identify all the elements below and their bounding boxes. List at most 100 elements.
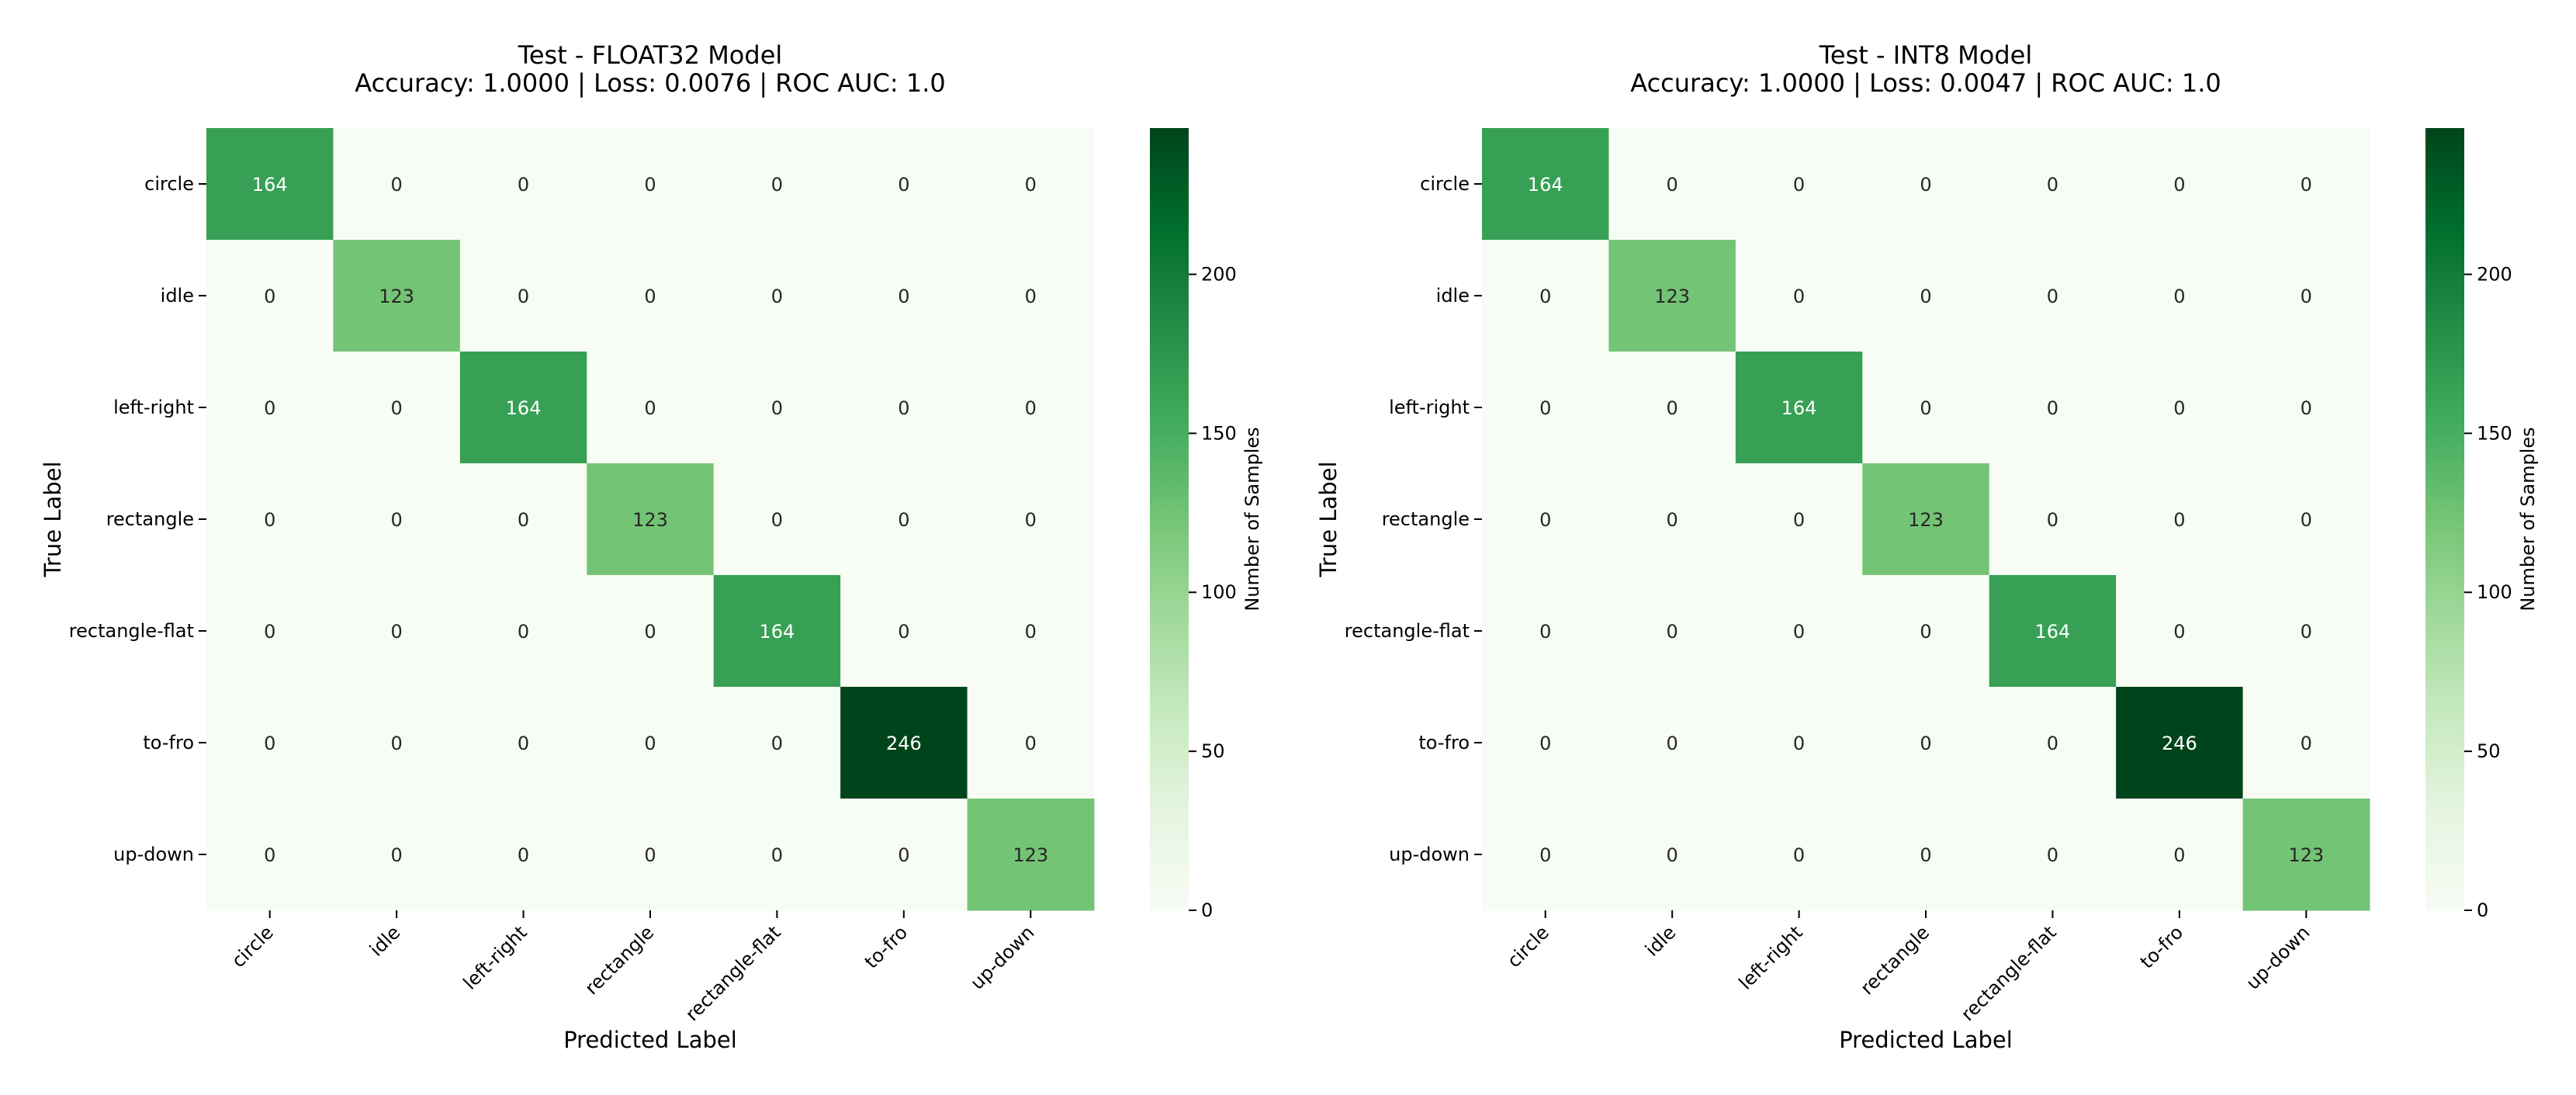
cell-value: 0 [1025,397,1037,419]
heatmap-cell [840,687,968,799]
cell-value: 123 [2288,844,2324,866]
heatmap-cell [967,463,1095,576]
heatmap-cell [1482,240,1609,352]
y-tick-label: idle [1436,285,1470,307]
heatmap-cell [713,687,841,799]
cell-value: 0 [1667,397,1678,419]
heatmap-cell [1862,352,1990,464]
x-axis-label: Predicted Label [1839,1027,2013,1053]
cell-value: 0 [1793,509,1805,531]
heatmap-cell [333,352,461,464]
heatmap-cell [1482,799,1609,911]
cell-value: 0 [898,286,909,307]
heatmap-cell [1608,128,1736,241]
heatmap-cell [333,575,461,688]
heatmap-cell [1989,799,2117,911]
heatmap-cell [840,128,968,241]
heatmap-cell [206,240,334,352]
heatmap-cell [206,799,334,911]
x-tick-label: idle [1641,921,1680,960]
heatmap-cell [459,352,587,464]
cell-value: 123 [1013,844,1048,866]
panel-float32: Test - FLOAT32 Model Accuracy: 1.0000 | … [40,40,1263,1053]
heatmap-cell [333,799,461,911]
heatmap-cell [1735,575,1863,688]
cell-value: 0 [898,397,909,419]
x-tick-label: rectangle [580,921,658,999]
heatmap-cell [1862,128,1990,241]
heatmap-cell [459,687,587,799]
y-axis-label: True Label [40,461,66,577]
colorbar-tick-label: 0 [2477,899,2488,921]
heatmap-float32: 164 0 0 0 0 0 0 0 123 0 0 0 0 0 0 0 164 0 0 0 0 0 0 0 123 0 0 0 0 0 0 0… [69,128,1095,1025]
cell-value: 0 [2047,286,2058,307]
cell-value: 0 [1025,733,1037,754]
cell-value: 0 [2173,844,2185,866]
cell-value: 0 [771,397,783,419]
heatmap-cell [2242,352,2370,464]
cell-value: 0 [2047,844,2058,866]
cell-value: 0 [898,621,909,643]
colorbar-tick-label: 150 [1201,422,1237,444]
heatmap-cell [459,799,587,911]
cell-value: 0 [264,733,275,754]
cell-value: 0 [264,397,275,419]
cell-value: 0 [2047,397,2058,419]
colorbar-int8: 0 50 100 150 200 [2425,128,2512,921]
heatmap-cell [1862,240,1990,352]
panel-title-line2: Accuracy: 1.0000 | Loss: 0.0076 | ROC AU… [355,68,945,98]
y-tick-label: left-right [1389,397,1470,418]
heatmap-cell [967,352,1095,464]
x-axis-label: Predicted Label [563,1027,737,1053]
panel-int8: Test - INT8 Model Accuracy: 1.0000 | Los… [1315,40,2539,1053]
cell-value: 0 [2301,286,2312,307]
cell-value: 0 [1539,286,1551,307]
cell-value: 0 [2173,286,2185,307]
heatmap-cell [333,128,461,241]
colorbar-tick-label: 100 [2477,581,2512,603]
y-tick-label: circle [144,173,194,195]
cell-value: 123 [1908,509,1944,531]
heatmap-cell [1989,687,2117,799]
colorbar-tick-label: 200 [2477,263,2512,285]
heatmap-cell [1735,687,1863,799]
colorbar-tick-label: 150 [2477,422,2512,444]
heatmap-cell [206,463,334,576]
cell-value: 0 [1920,397,1931,419]
cell-value: 0 [2173,509,2185,531]
panel-title-line1: Test - FLOAT32 Model [518,40,783,70]
heatmap-cell [587,687,715,799]
cell-value: 0 [2173,174,2185,196]
colorbar-float32: 0 50 100 150 200 [1150,128,1237,921]
heatmap-cell [1482,352,1609,464]
x-tick-label: rectangle-flat [681,921,785,1025]
cell-value: 0 [1793,286,1805,307]
cell-value: 0 [2301,733,2312,754]
cell-value: 246 [886,733,922,754]
heatmap-cell [587,799,715,911]
cell-value: 0 [1667,509,1678,531]
y-tick-label: up-down [1389,844,1470,865]
heatmap-cell [1482,463,1609,576]
heatmap-cell [1735,128,1863,241]
x-tick-label: circle [227,921,278,972]
cell-value: 0 [898,509,909,531]
heatmap-cell [587,240,715,352]
heatmap-cell [1862,799,1990,911]
heatmap-cell [840,463,968,576]
heatmap-cell [1735,240,1863,352]
cell-value: 0 [391,733,403,754]
x-tick-label: idle [365,921,404,960]
cell-value: 0 [898,174,909,196]
heatmap-cell [713,128,841,241]
cell-value: 0 [644,397,656,419]
heatmap-cell [1608,352,1736,464]
cell-value: 0 [1025,509,1037,531]
cell-value: 0 [264,509,275,531]
x-tick-label: to-fro [2136,921,2187,972]
y-tick-label: rectangle [106,508,194,530]
cell-value: 0 [1025,286,1037,307]
heatmap-cell [2242,687,2370,799]
cell-value: 0 [2173,397,2185,419]
heatmap-cell [2116,687,2244,799]
